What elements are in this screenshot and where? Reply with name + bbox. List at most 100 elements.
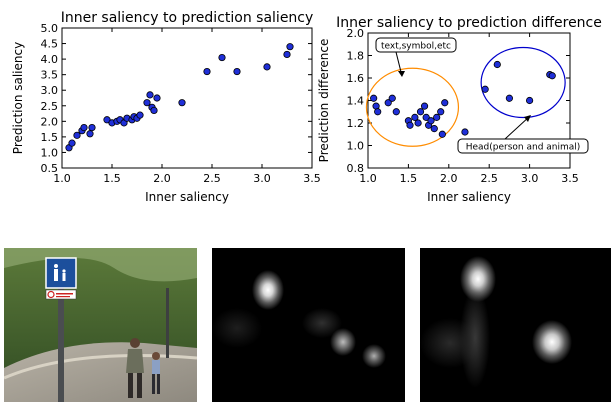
blob-faint-1 [302, 308, 342, 338]
annotation-box [375, 37, 457, 53]
y-tick-label: 3.0 [41, 84, 59, 97]
saliency-map-prediction [420, 248, 611, 402]
annotation-label: text,symbol,etc [381, 42, 451, 52]
plot-frame [61, 27, 313, 169]
data-point [422, 113, 430, 121]
x-tick-label: 2.0 [440, 172, 458, 185]
photo-panel [4, 248, 197, 402]
annotation-arrowhead [524, 115, 531, 122]
data-point [392, 108, 400, 116]
blob-adult-2 [532, 320, 572, 364]
y-tick-label: 4.5 [41, 38, 59, 51]
x-axis-label: Inner saliency [427, 190, 511, 204]
sign-adult-body-icon [54, 269, 58, 281]
sub-sign-line-2 [56, 296, 70, 298]
data-point [286, 43, 294, 51]
data-point [461, 128, 469, 136]
data-point [384, 99, 392, 107]
data-point [86, 130, 94, 138]
data-point [80, 123, 88, 132]
y-tick-label: 2.0 [347, 27, 365, 40]
blob-faint-3 [420, 318, 480, 368]
sky-gap [4, 248, 197, 282]
sign-adult-head-icon [54, 264, 58, 268]
data-point [406, 121, 414, 129]
sub-sign-line [56, 293, 73, 295]
x-tick-label: 1.5 [103, 172, 121, 185]
y-tick-label: 1.8 [347, 50, 365, 63]
x-tick-label: 2.5 [203, 172, 221, 185]
blob-child [362, 344, 386, 368]
x-tick-label: 1.5 [400, 172, 418, 185]
data-point [438, 130, 446, 138]
sign-pole [58, 268, 64, 402]
data-point [218, 53, 226, 62]
pedestrian-sign [45, 257, 77, 289]
data-point [136, 111, 144, 119]
x-tick-label: 1.0 [359, 172, 377, 185]
data-point [374, 108, 382, 116]
chart-title: Inner saliency to prediction difference [336, 15, 602, 31]
y-tick-label: 1.4 [347, 95, 365, 108]
y-tick-label: 1.5 [41, 131, 59, 144]
x-tick-label: 2.5 [480, 172, 498, 185]
annotation-arrowhead [398, 71, 405, 77]
y-axis-label: Prediction saliency [11, 42, 25, 154]
y-tick-label: 1.2 [347, 117, 365, 130]
data-point [150, 106, 158, 115]
adult-head [130, 338, 140, 348]
y-tick-label: 1.0 [41, 146, 59, 159]
data-point [525, 96, 534, 105]
x-tick-label: 3.0 [253, 172, 271, 185]
saliency-map-inner [212, 248, 405, 402]
data-point [433, 113, 441, 121]
child-leg-right [157, 374, 160, 394]
data-point [388, 94, 396, 102]
y-tick-label: 0.5 [41, 162, 59, 175]
data-point [203, 67, 211, 76]
data-point [493, 60, 501, 69]
data-point [370, 94, 378, 102]
x-axis-label: Inner saliency [145, 190, 229, 204]
y-tick-label: 1.6 [347, 72, 365, 85]
data-point [411, 113, 419, 121]
y-axis-label: Prediction difference [317, 39, 331, 163]
data-point [414, 119, 422, 127]
data-point [233, 67, 241, 76]
adult-leg-left [128, 373, 133, 398]
group-ellipse-text [365, 67, 460, 147]
photo-scene [4, 248, 197, 402]
adult-torso [126, 349, 144, 373]
data-point [73, 131, 81, 139]
data-point [263, 63, 271, 71]
data-point [427, 117, 435, 125]
y-tick-label: 0.8 [347, 162, 365, 175]
y-tick-label: 2.0 [41, 115, 59, 128]
x-tick-label: 3.5 [561, 172, 579, 185]
path-ground [4, 342, 197, 402]
x-tick-label: 2.0 [153, 172, 171, 185]
data-point [481, 85, 489, 93]
sign-child-head-icon [62, 269, 66, 273]
data-point [441, 99, 449, 107]
data-point [420, 102, 429, 110]
annotation-box [457, 138, 589, 154]
data-point [437, 108, 445, 116]
data-point [505, 94, 513, 102]
x-tick-label: 3.5 [303, 172, 321, 185]
x-tick-label: 1.0 [53, 172, 71, 185]
chart-title: Inner saliency to prediction saliency [61, 10, 314, 26]
group-ellipse-head [480, 46, 566, 119]
y-tick-label: 1.0 [347, 140, 365, 153]
annotation-arrow [504, 115, 531, 140]
data-point [146, 91, 154, 99]
child-leg-left [152, 374, 155, 394]
blob-sign [252, 270, 284, 310]
annotation-label: Head(person and animal) [466, 143, 581, 153]
data-point [178, 99, 186, 107]
charts-svg: Inner saliency to prediction saliency 1.0… [11, 10, 602, 204]
no-entry-icon [47, 290, 55, 299]
data-point [548, 72, 556, 80]
lamp-post [166, 288, 169, 358]
